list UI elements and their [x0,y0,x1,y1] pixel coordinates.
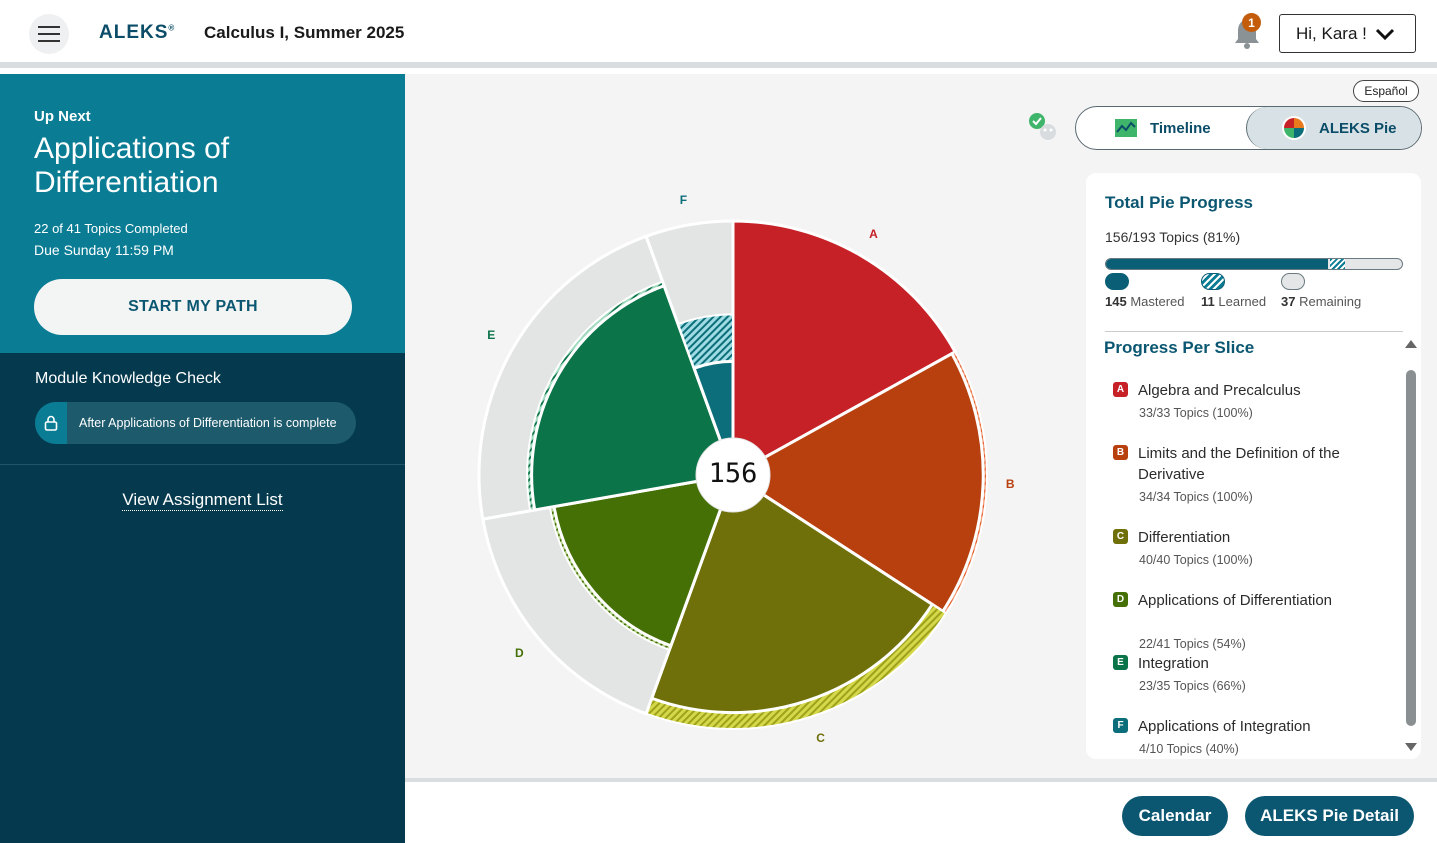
slice-name: Limits and the Definition of the Derivat… [1138,445,1340,483]
user-greeting: Hi, Kara ! [1296,23,1367,43]
pie-slice-label-a: A [869,227,878,242]
tab-timeline-label: Timeline [1150,119,1211,137]
chevron-down-icon [1375,28,1394,40]
pie-slice-label-e: E [487,328,496,342]
slice-topics: 23/35 Topics (66%) [1139,679,1246,693]
slice-topics: 40/40 Topics (100%) [1139,553,1253,567]
knowledge-check-note: After Applications of Differentiation is… [79,416,337,430]
slice-name: Differentiation [1138,529,1231,546]
pie-slice-b-mastered[interactable] [730,351,985,614]
sidebar-divider [0,464,405,465]
learned-count: 11 [1201,294,1215,309]
pie-slice-a-mastered[interactable] [731,219,958,478]
slice-letter-badge: E [1113,655,1128,670]
lock-icon [35,402,67,444]
pie-slice-label-b: B [1005,476,1015,491]
pie-slice-label-d: D [515,645,524,660]
pie-center-count: 156 [708,458,758,489]
remaining-count: 37 [1281,294,1296,309]
slice-name: Applications of Differentiation [1138,592,1333,609]
slice-topics: 4/10 Topics (40%) [1139,742,1239,756]
scroll-up-arrow-icon[interactable] [1405,340,1417,348]
slice-topics: 34/34 Topics (100%) [1139,490,1253,504]
view-toggle: Timeline ALEKS Pie [1075,106,1422,150]
slice-letter-badge: D [1113,592,1128,607]
learned-swatch [1201,273,1225,290]
menu-line-icon [38,33,60,35]
topics-completed: 22 of 41 Topics Completed [34,221,188,236]
notification-badge: 1 [1242,13,1261,32]
pie-center-circle [695,437,771,513]
hamburger-menu-button[interactable] [29,14,69,54]
main-content: Español Timeline ALEKS Pie [405,74,1437,778]
pie-slice-label-c: C [816,730,825,745]
panel-divider [1105,331,1403,332]
tab-aleks-pie[interactable]: ALEKS Pie [1246,107,1421,149]
mastered-label: Mastered [1130,294,1185,309]
start-my-path-button[interactable]: START MY PATH [34,279,352,335]
due-date: Due Sunday 11:59 PM [34,242,174,258]
learned-label: Learned [1218,294,1267,309]
calendar-button[interactable]: Calendar [1122,796,1228,836]
slice-letter-badge: F [1113,718,1128,733]
pie-slice-label-f: F [679,193,688,208]
aleks-pie-detail-button[interactable]: ALEKS Pie Detail [1245,796,1414,836]
slice-name: Integration [1138,655,1209,672]
timeline-chart-icon [1115,119,1137,137]
mastered-count: 145 [1105,294,1127,309]
legend-remaining: 37 Remaining [1281,273,1361,309]
knowledge-check-locked: After Applications of Differentiation is… [35,402,356,444]
mastery-status-icon[interactable] [1027,110,1061,144]
tab-aleks-pie-label: ALEKS Pie [1319,119,1397,137]
view-assignment-list-link[interactable]: View Assignment List [122,490,283,511]
remaining-swatch [1281,273,1305,290]
total-progress-bar [1105,258,1403,270]
scroll-down-arrow-icon[interactable] [1405,743,1417,751]
remaining-label: Remaining [1299,294,1362,309]
total-pie-progress-title: Total Pie Progress [1105,193,1254,212]
view-assignment-list-wrap: View Assignment List [0,490,405,511]
slice-topics: 22/41 Topics (54%) [1139,637,1246,651]
progress-panel: Total Pie Progress 156/193 Topics (81%) … [1086,173,1421,759]
up-next-title: Applications of Differentiation [34,132,230,199]
espanol-language-button[interactable]: Español [1353,80,1419,102]
pie-slice-d-mastered[interactable] [552,473,736,648]
course-title: Calculus I, Summer 2025 [204,23,405,42]
mastered-bar-fill [1106,259,1329,269]
logo-registered-mark: ® [168,23,176,33]
up-next-label: Up Next [34,108,91,125]
slice-name: Applications of Integration [1138,718,1311,735]
scrollbar-thumb[interactable] [1406,370,1416,726]
slice-letter-badge: B [1113,445,1128,460]
aleks-logo[interactable]: ALEKS® [99,22,175,44]
up-next-card: Up Next Applications of Differentiation … [0,74,405,353]
pie-slice-c-mastered[interactable] [649,472,935,715]
slice-letter-badge: A [1113,382,1128,397]
legend-learned: 11 Learned [1201,273,1266,309]
top-header: ALEKS® Calculus I, Summer 2025 1 Hi, Kar… [0,0,1437,68]
slice-letter-badge: C [1113,529,1128,544]
knowledge-check-title: Module Knowledge Check [35,370,221,387]
aleks-pie-chart: 156 A B C D E F [455,192,1035,762]
learned-bar-fill [1330,259,1346,269]
slice-name: Algebra and Precalculus [1138,382,1301,399]
menu-line-icon [38,26,60,28]
left-sidebar: Up Next Applications of Differentiation … [0,74,405,843]
pie-chart-icon [1282,116,1306,140]
menu-line-icon [38,40,60,42]
pie-svg [477,219,988,730]
pie-slice-e-mastered[interactable] [530,283,736,512]
bottom-bar: Calendar ALEKS Pie Detail [405,778,1437,843]
logo-text: ALEKS [99,22,169,43]
mastered-swatch [1105,273,1129,290]
slice-topics: 33/33 Topics (100%) [1139,406,1253,420]
user-menu-button[interactable]: Hi, Kara ! [1279,14,1416,53]
progress-per-slice-title: Progress Per Slice [1104,338,1255,357]
legend-mastered: 145 Mastered [1105,273,1185,309]
total-pie-progress-summary: 156/193 Topics (81%) [1105,229,1241,245]
tab-timeline[interactable]: Timeline [1076,107,1246,149]
